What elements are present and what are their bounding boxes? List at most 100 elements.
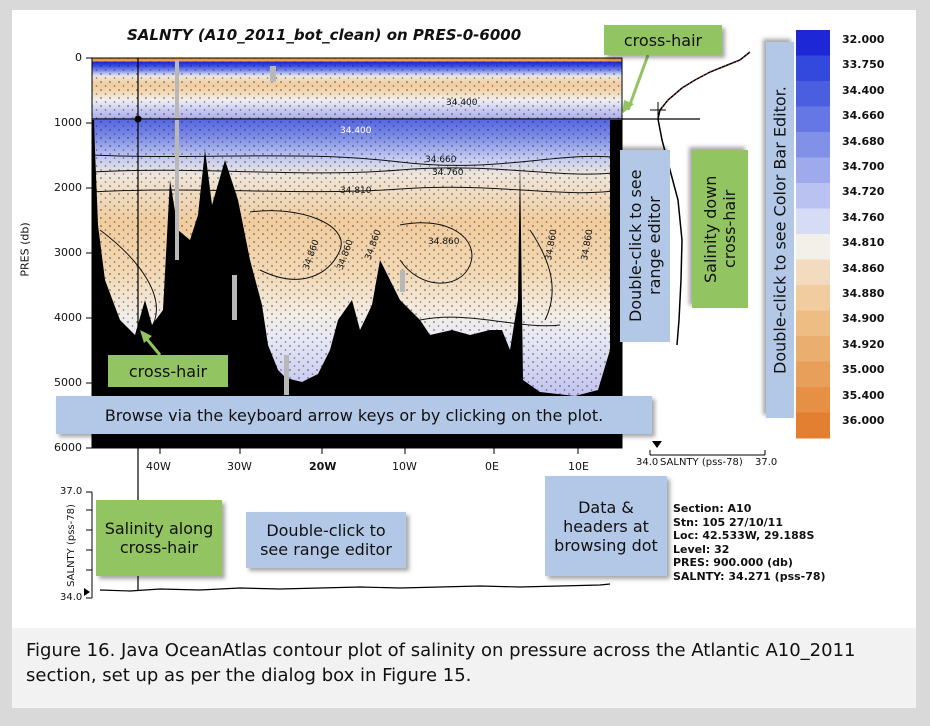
bottom-plot-axis-label: SALNTY (pss-78) [65,504,77,587]
callout-range-editor-bottom: Double-click to see range editor [246,512,406,568]
callout-arrowhead [622,100,634,114]
info-section: Section: A10 [673,502,752,515]
side-plot-axis-label: SALNTY (pss-78) [660,457,743,468]
color-bar-label: 34.760 [842,211,885,224]
color-bar-label: 34.680 [842,135,885,148]
seafloor-bathymetry [92,58,622,448]
color-bar-swatch[interactable] [796,412,830,439]
salinity-along-line [99,583,611,592]
y-tick: 4000 [54,311,82,324]
color-bar-swatch[interactable] [796,30,830,56]
info-location: Loc: 42.533W, 29.188S [673,529,815,542]
info-level: Level: 32 [673,542,730,556]
color-bar-swatch[interactable] [796,157,830,184]
color-bar-swatch[interactable] [796,336,830,362]
y-tick: 3000 [54,246,82,259]
color-bar-swatch[interactable] [796,106,830,133]
color-bar-label: 36.000 [842,414,885,427]
color-bar-swatch[interactable] [796,234,830,260]
info-pressure: PRES: 900.000 (db) [673,556,793,569]
color-bar-swatch[interactable] [796,387,830,413]
callout-range-editor-vertical: Double-click to see range editor [620,150,670,342]
color-bar-label: 34.400 [842,84,885,97]
missing-data-bar [175,60,179,260]
y-tick: 0 [75,51,82,64]
side-profile-plot[interactable] [649,51,766,456]
color-bar-label: 34.720 [842,185,885,198]
color-bar-swatch[interactable] [796,259,830,286]
callout-browse: Browse via the keyboard arrow keys or by… [56,396,652,434]
callout-arrow [144,337,162,356]
contour-label: 34.860 [428,237,460,247]
contour-label: 34.810 [340,186,372,196]
color-bar-label: 32.000 [842,33,885,46]
bottom-plot-ymin: 34.0 [60,592,83,603]
section-contour-plot[interactable] [91,57,700,590]
browsing-dot[interactable] [134,115,142,123]
info-station: Stn: 105 27/10/11 [673,515,783,529]
callout-color-bar-editor: Double-click to see Color Bar Editor. [766,42,794,418]
color-bar-swatch[interactable] [796,55,830,82]
figure-caption: Figure 16. Java OceanAtlas contour plot … [12,628,916,708]
x-tick: 10E [568,460,589,473]
color-bar-swatch[interactable] [796,285,830,311]
callout-crosshair-left: cross-hair [108,355,228,387]
x-tick: 20W [309,460,337,473]
callout-salinity-along: Salinity along cross-hair [96,500,222,576]
contour-label: 34.400 [446,98,478,108]
x-tick: 40W [146,460,171,473]
salinity-profile-points [659,51,751,111]
color-bar-label: 34.900 [842,312,885,325]
side-plot-marker[interactable] [652,441,662,448]
salinity-profile-line [657,51,751,346]
contour-label: 34.760 [432,168,464,178]
color-bar-swatch[interactable] [796,183,830,209]
pressure-axis [86,57,92,449]
missing-data-bar [270,66,276,82]
y-tick: 1000 [54,116,82,129]
color-bar-swatch[interactable] [796,132,830,158]
missing-data-bar [232,275,237,320]
y-tick: 5000 [54,376,82,389]
color-bar-label: 34.880 [842,287,885,300]
x-tick: 10W [392,460,417,473]
longitude-axis [92,447,622,454]
y-tick: 2000 [54,181,82,194]
color-bar-label: 35.000 [842,363,885,376]
color-bar-label: 34.700 [842,160,885,173]
callout-crosshair-top: cross-hair [604,25,722,55]
color-bar-swatch[interactable] [796,361,830,388]
info-salinity: SALNTY: 34.271 (pss-78) [673,569,826,583]
bottom-plot-marker[interactable] [84,588,90,596]
x-tick: 30W [227,460,252,473]
bottom-profile-plot[interactable] [84,491,611,599]
color-bar-label: 34.860 [842,262,885,275]
bottom-plot-ymax: 37.0 [60,486,83,497]
callout-arrow [626,54,650,111]
side-plot-xmin: 34.0 [636,457,659,468]
contour-label: 34.400 [340,126,372,136]
color-bar-label: 35.400 [842,389,885,402]
plot-title: SALNTY (A10_2011_bot_clean) on PRES-0-60… [127,26,522,44]
color-bar-label: 34.660 [842,109,885,122]
missing-data-bar [284,355,289,395]
callout-data-headers: Data & headers at browsing dot [545,476,667,576]
color-bar-label: 33.750 [842,58,885,71]
water-column-left-dots [92,58,622,120]
x-tick: 0E [485,460,499,473]
color-bar-label: 34.920 [842,338,885,351]
side-plot-xmax: 37.0 [755,457,778,468]
contour-label: 34.660 [425,155,457,165]
callout-arrowhead [140,330,152,343]
color-bar-swatch[interactable] [796,208,830,235]
color-bar-label: 34.810 [842,236,885,249]
callout-salinity-down: Salinity down cross-hair [692,150,748,308]
color-bar[interactable] [796,30,830,439]
pressure-axis-label: PRES (db) [18,222,32,277]
missing-data-bar [400,270,405,292]
color-bar-swatch[interactable] [796,310,830,337]
y-tick: 6000 [54,441,82,454]
browsing-dot-info: Section: A10 Stn: 105 27/10/11 Loc: 42.5… [673,502,826,583]
color-bar-swatch[interactable] [796,81,830,107]
